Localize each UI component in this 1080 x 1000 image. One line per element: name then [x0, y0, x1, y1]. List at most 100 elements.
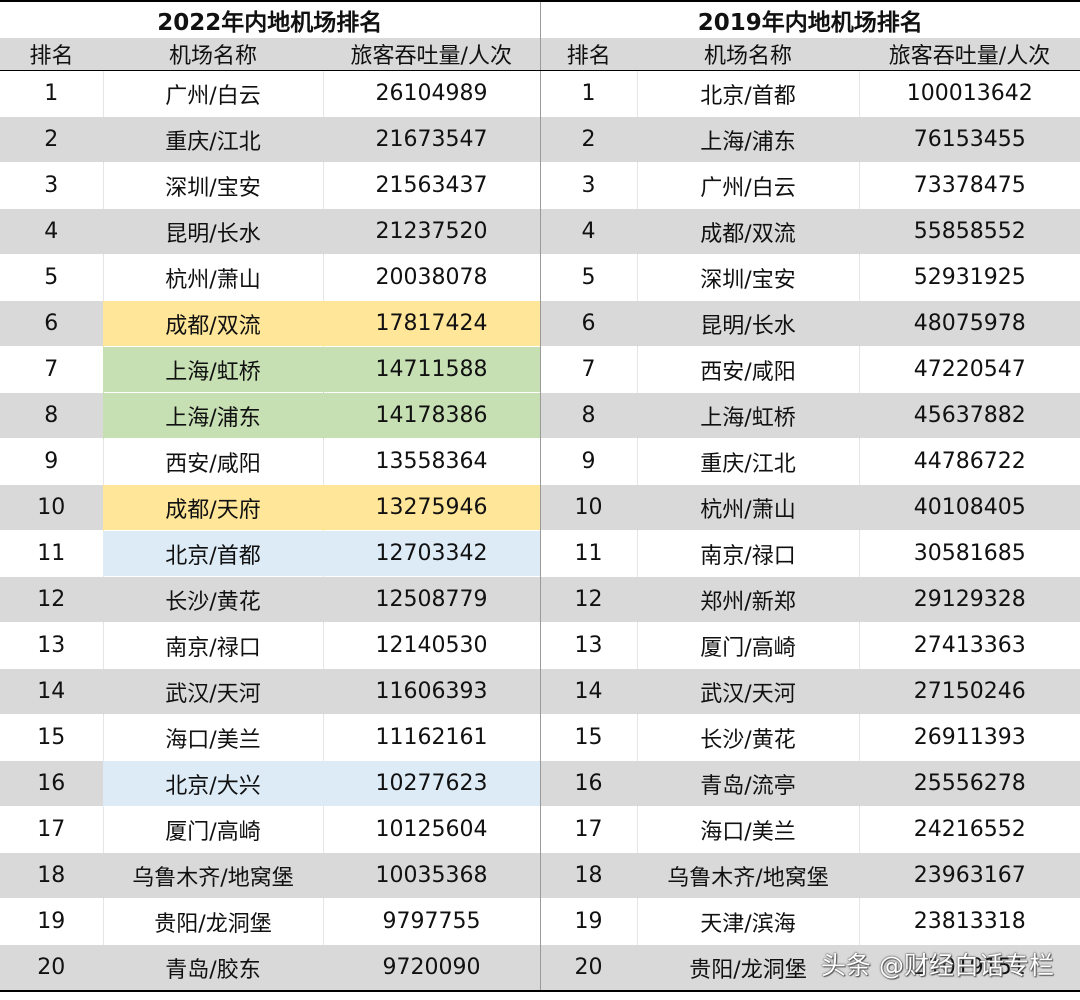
left-passengers-cell: 14178386 — [322, 392, 540, 439]
left-passengers-cell: 13275946 — [322, 484, 540, 531]
right-passengers-cell: 40108405 — [858, 484, 1080, 531]
right-airport-cell: 重庆/江北 — [636, 438, 859, 485]
table-row: 16 北京/大兴 10277623 16 青岛/流亭 25556278 — [0, 760, 1080, 807]
watermark: 头条 @财经白话专栏 — [821, 951, 1054, 980]
left-airport-cell: 北京/大兴 — [102, 760, 323, 807]
right-passengers-cell: 29129328 — [858, 576, 1080, 623]
left-airport-cell: 武汉/天河 — [102, 668, 323, 715]
right-airport-cell: 南京/禄口 — [636, 530, 859, 577]
right-airport-cell: 北京/首都 — [636, 70, 859, 117]
left-airport-cell: 贵阳/龙洞堡 — [102, 898, 323, 945]
left-airport-cell: 厦门/高崎 — [102, 806, 323, 853]
left-passengers-cell: 9797755 — [322, 898, 540, 945]
right-rank-cell: 1 — [539, 70, 637, 117]
right-airport-cell: 青岛/流亭 — [636, 760, 859, 807]
right-header-passengers: 旅客吞吐量/人次 — [859, 38, 1080, 71]
right-airport-cell: 天津/滨海 — [636, 898, 859, 945]
right-rank-cell: 5 — [539, 254, 637, 301]
left-passengers-cell: 10035368 — [322, 852, 540, 899]
right-airport-cell: 厦门/高崎 — [636, 622, 859, 669]
left-passengers-cell: 10277623 — [322, 760, 540, 807]
right-airport-cell: 上海/虹桥 — [636, 392, 859, 439]
right-rank-cell: 13 — [539, 622, 637, 669]
left-passengers-cell: 12140530 — [322, 622, 540, 669]
left-rank-cell: 2 — [0, 116, 103, 163]
right-passengers-cell: 44786722 — [858, 438, 1080, 485]
left-airport-cell: 上海/虹桥 — [102, 346, 323, 393]
right-passengers-cell: 21019151 — [858, 944, 1080, 992]
table-row: 5 杭州/萧山 20038078 5 深圳/宝安 52931925 — [0, 254, 1080, 301]
right-rank-cell: 18 — [539, 852, 637, 899]
right-airport-cell: 郑州/新郑 — [636, 576, 859, 623]
right-passengers-cell: 100013642 — [858, 70, 1080, 117]
left-passengers-cell: 12703342 — [322, 530, 540, 577]
right-rank-cell: 2 — [539, 116, 637, 163]
right-airport-cell: 杭州/萧山 — [636, 484, 859, 531]
table-row: 18 乌鲁木齐/地窝堡 10035368 18 乌鲁木齐/地窝堡 23963167 — [0, 852, 1080, 899]
left-passengers-cell: 21237520 — [322, 208, 540, 255]
right-airport-cell: 成都/双流 — [636, 208, 859, 255]
left-airport-cell: 长沙/黄花 — [102, 576, 323, 623]
right-rank-cell: 9 — [539, 438, 637, 485]
right-airport-cell: 昆明/长水 — [636, 300, 859, 347]
left-passengers-cell: 14711588 — [322, 346, 540, 393]
header-row: 排名 机场名称 旅客吞吐量/人次 排名 机场名称 旅客吞吐量/人次 — [0, 38, 1080, 71]
left-airport-cell: 杭州/萧山 — [102, 254, 323, 301]
right-passengers-cell: 52931925 — [858, 254, 1080, 301]
left-rank-cell: 1 — [44, 81, 59, 106]
right-airport-cell: 深圳/宝安 — [636, 254, 859, 301]
right-rank-cell: 4 — [539, 208, 637, 255]
right-passengers-cell: 45637882 — [858, 392, 1080, 439]
right-rank-cell: 8 — [539, 392, 637, 439]
right-passengers-cell: 27413363 — [858, 622, 1080, 669]
left-airport-cell: 青岛/胶东 — [102, 944, 323, 992]
left-rank-cell: 13 — [37, 633, 66, 658]
left-rank-cell: 14 — [0, 668, 103, 715]
left-passengers-cell: 9720090 — [322, 944, 540, 992]
right-rank-cell: 3 — [539, 162, 637, 209]
table-row: 14 武汉/天河 11606393 14 武汉/天河 27150246 — [0, 668, 1080, 715]
left-header-rank: 排名 — [0, 38, 103, 71]
table-row: 15 海口/美兰 11162161 15 长沙/黄花 26911393 — [0, 714, 1080, 761]
right-passengers-cell: 23963167 — [858, 852, 1080, 899]
left-airport-cell: 深圳/宝安 — [102, 162, 323, 209]
right-passengers-cell: 76153455 — [858, 116, 1080, 163]
right-passengers-cell: 47220547 — [858, 346, 1080, 393]
right-airport-cell: 上海/浦东 — [636, 116, 859, 163]
left-passengers-cell: 11162161 — [322, 714, 540, 761]
left-airport-cell: 成都/双流 — [102, 300, 323, 347]
right-rank-cell: 11 — [539, 530, 637, 577]
right-passengers-cell: 73378475 — [858, 162, 1080, 209]
table-row: 17 厦门/高崎 10125604 17 海口/美兰 24216552 — [0, 806, 1080, 853]
right-airport-cell: 长沙/黄花 — [636, 714, 859, 761]
table-row: 11 北京/首都 12703342 11 南京/禄口 30581685 — [0, 530, 1080, 577]
left-passengers-cell: 21563437 — [322, 162, 540, 209]
left-rank-cell: 9 — [44, 449, 59, 474]
right-passengers-cell: 24216552 — [858, 806, 1080, 853]
left-airport-cell: 海口/美兰 — [102, 714, 323, 761]
left-rank-cell: 15 — [37, 725, 66, 750]
left-airport-cell: 南京/禄口 — [102, 622, 323, 669]
right-passengers-cell: 48075978 — [858, 300, 1080, 347]
table-row: 19 贵阳/龙洞堡 9797755 19 天津/滨海 23813318 — [0, 898, 1080, 945]
left-header-passengers: 旅客吞吐量/人次 — [323, 38, 540, 71]
right-airport-cell: 乌鲁木齐/地窝堡 — [636, 852, 859, 899]
left-passengers-cell: 12508779 — [322, 576, 540, 623]
right-airport-cell: 贵阳/龙洞堡 — [636, 944, 859, 992]
table-row: 2 重庆/江北 21673547 2 上海/浦东 76153455 — [0, 116, 1080, 163]
right-rank-cell: 19 — [539, 898, 637, 945]
right-table-title: 2019年内地机场排名 — [539, 0, 1080, 38]
left-rank-cell: 19 — [37, 909, 66, 934]
table-row: 6 成都/双流 17817424 6 昆明/长水 48075978 — [0, 300, 1080, 347]
left-airport-cell: 广州/白云 — [102, 70, 323, 117]
left-passengers-cell: 20038078 — [322, 254, 540, 301]
left-rank-cell: 11 — [37, 541, 66, 566]
left-rank-cell: 7 — [44, 357, 59, 382]
right-airport-cell: 海口/美兰 — [636, 806, 859, 853]
left-rank-cell: 12 — [0, 576, 103, 623]
left-airport-cell: 昆明/长水 — [102, 208, 323, 255]
right-rank-cell: 16 — [539, 760, 637, 807]
left-rank-cell: 8 — [0, 392, 103, 439]
right-rank-cell: 14 — [539, 668, 637, 715]
